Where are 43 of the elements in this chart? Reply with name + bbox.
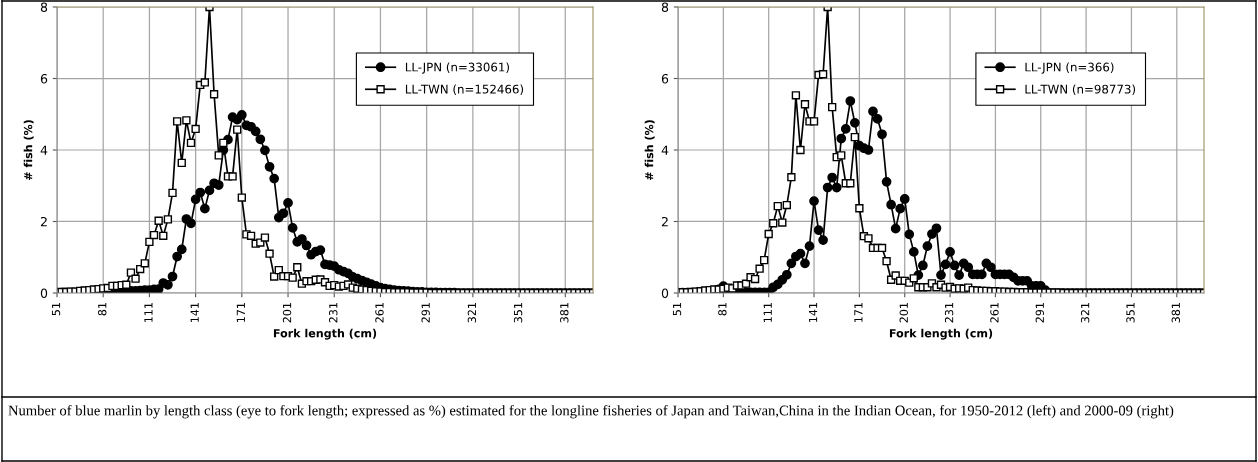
- x-tick-label: 321: [467, 303, 477, 323]
- y-axis-title: # fish (%): [23, 120, 34, 180]
- x-tick-label: 381: [1171, 303, 1181, 323]
- x-tick-label: 291: [1035, 303, 1044, 323]
- x-tick-label: 141: [809, 303, 818, 323]
- x-tick-label: 381: [560, 303, 569, 323]
- y-tick-label: 2: [40, 216, 47, 227]
- x-tick-label: 231: [329, 303, 338, 323]
- y-tick-label: 0: [661, 288, 669, 298]
- x-tick-label: 171: [854, 303, 863, 323]
- y-tick-label: 4: [661, 145, 669, 155]
- x-axis-title: Fork length (cm): [889, 328, 993, 340]
- legend-label: LL-TWN (n=98773): [1025, 84, 1136, 95]
- x-tick-label: 201: [899, 303, 908, 323]
- x-tick-label: 141: [190, 303, 199, 323]
- y-axis-title: # fish (%): [644, 120, 655, 180]
- x-tick-label: 51: [672, 303, 682, 316]
- legend-label: LL-JPN (n=33061): [405, 62, 509, 74]
- x-tick-label: 261: [375, 303, 384, 323]
- x-axis-title: Fork length (cm): [273, 328, 377, 340]
- x-tick-label: 291: [421, 303, 430, 323]
- x-tick-label: 351: [1126, 303, 1135, 323]
- x-tick-label: 111: [144, 303, 153, 323]
- y-tick-label: 6: [40, 73, 48, 84]
- legend-label: LL-TWN (n=152466): [405, 84, 524, 95]
- y-tick-label: 8: [40, 2, 48, 12]
- x-tick-label: 201: [282, 303, 292, 323]
- x-tick-label: 171: [236, 303, 245, 323]
- y-tick-label: 6: [661, 73, 669, 84]
- text: Number of blue marlin by length class (eye to fork length; expressed as %) estimated for the longline fisheries of Japan and Taiwan,China in the Indian Ocean, for 1950-2012 (left) and 2000-09 (right): [8, 405, 1174, 419]
- y-tick-label: 0: [40, 288, 48, 298]
- x-tick-label: 81: [718, 303, 727, 316]
- x-tick-label: 111: [763, 303, 772, 323]
- y-tick-label: 4: [40, 145, 48, 155]
- x-tick-label: 261: [990, 303, 999, 323]
- y-tick-label: 2: [661, 216, 668, 227]
- x-tick-label: 81: [98, 303, 107, 316]
- x-tick-label: 231: [944, 303, 954, 323]
- y-tick-label: 8: [661, 2, 669, 12]
- x-tick-label: 51: [51, 303, 61, 316]
- x-tick-label: 351: [513, 303, 523, 323]
- x-tick-label: 321: [1080, 303, 1090, 323]
- legend-label: LL-JPN (n=366): [1025, 62, 1114, 74]
